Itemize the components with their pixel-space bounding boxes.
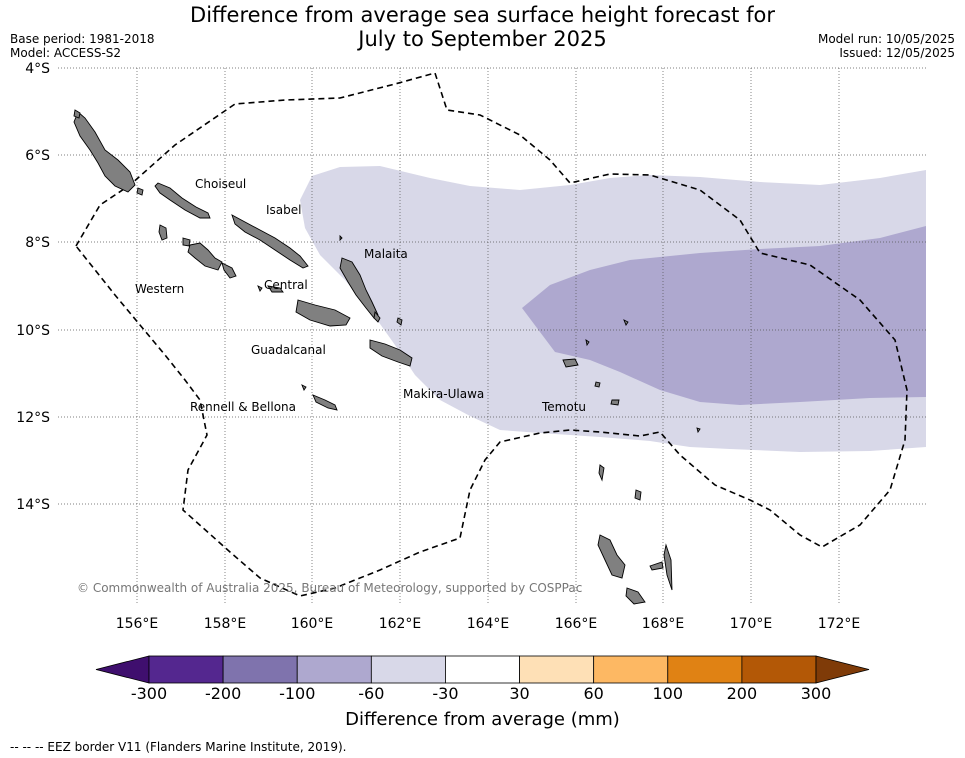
small-malaita-island: [373, 310, 381, 323]
ndende-island: [562, 358, 579, 368]
reef-islands: [585, 339, 590, 347]
colorbar-tick-label: 300: [801, 684, 832, 703]
nggela-island: [267, 285, 284, 293]
colorbar-segment: [519, 655, 595, 684]
utupua-island: [594, 381, 601, 388]
lon-label: 160°E: [291, 616, 334, 632]
colorbar-tick-label: 60: [583, 684, 603, 703]
colorbar: [95, 655, 870, 684]
colorbar-segment: [222, 655, 298, 684]
lat-label: 12°S: [16, 410, 50, 426]
label-temotu: Temotu: [541, 400, 586, 414]
espiritu-santo-island: [597, 534, 626, 579]
rendova-island: [221, 262, 237, 279]
buka-island: [73, 109, 81, 119]
colorbar-tick-label: 100: [653, 684, 684, 703]
map-title: Difference from average sea surface heig…: [0, 3, 965, 51]
label-isabel: Isabel: [266, 203, 301, 217]
model-run: Model run: 10/05/2025: [817, 32, 955, 46]
maewo-island: [663, 543, 673, 591]
choiseul-island: [154, 182, 211, 219]
colorbar-tick-label: -30: [432, 684, 458, 703]
rennell-island: [312, 394, 338, 411]
label-choiseul: Choiseul: [195, 177, 246, 191]
guadalcanal-island: [295, 299, 351, 327]
colorbar-title: Difference from average (mm): [345, 709, 620, 730]
label-makira-ulawa: Makira-Ulawa: [403, 387, 484, 401]
ulawa-island: [396, 317, 403, 326]
label-malaita: Malaita: [364, 247, 408, 261]
vanikoro-island: [610, 399, 620, 406]
kolombangara-island: [182, 237, 191, 247]
meta-left: Base period: 1981-2018 Model: ACCESS-S2: [10, 32, 155, 60]
lon-label: 172°E: [818, 616, 861, 632]
eez-border: [75, 72, 908, 597]
colorbar-tick-label: -200: [205, 684, 241, 703]
copyright-text: © Commonwealth of Australia 2025, Bureau…: [77, 581, 582, 595]
lon-label: 164°E: [467, 616, 510, 632]
lon-label: 162°E: [379, 616, 422, 632]
colorbar-segment: [370, 655, 446, 684]
new-georgia-island: [187, 242, 223, 271]
lat-label: 8°S: [25, 235, 50, 251]
label-rennell-bellona: Rennell & Bellona: [190, 400, 296, 414]
lat-label: 6°S: [25, 148, 50, 164]
malekula-island: [625, 587, 646, 605]
title-line-1: Difference from average sea surface heig…: [190, 3, 775, 27]
russell-island: [257, 285, 263, 292]
meta-right: Model run: 10/05/2025 Issued: 12/05/2025: [818, 32, 955, 60]
colorbar-segment: [593, 655, 669, 684]
title-line-2: July to September 2025: [358, 27, 607, 51]
lon-label: 170°E: [730, 616, 773, 632]
shortland-island: [136, 187, 144, 196]
torres-islands: [598, 464, 605, 482]
land-masses: [73, 109, 701, 605]
duff-islands: [623, 319, 629, 326]
isabel-island: [231, 214, 309, 269]
label-central: Central: [264, 278, 308, 292]
label-guadalcanal: Guadalcanal: [251, 343, 326, 357]
colorbar-tick-label: -300: [131, 684, 167, 703]
vella-lavella-island: [158, 224, 168, 241]
ambae-island: [649, 561, 664, 571]
colorbar-segment: [741, 655, 817, 684]
issued-date: Issued: 12/05/2025: [839, 46, 955, 60]
colorbar-tick-label: -100: [279, 684, 315, 703]
makira-island: [369, 339, 413, 367]
base-period: Base period: 1981-2018: [10, 32, 155, 46]
footnote: -- -- -- EEZ border V11 (Flanders Marine…: [10, 740, 347, 754]
tikopia-island: [696, 427, 701, 434]
lon-label: 166°E: [555, 616, 598, 632]
label-western: Western: [135, 282, 184, 296]
colorbar-segment: [296, 655, 372, 684]
colorbar-tick-label: 200: [727, 684, 758, 703]
lon-label: 168°E: [642, 616, 685, 632]
anomaly-area-medium: [522, 226, 926, 405]
bellona-island: [301, 384, 307, 391]
ontong-java-atoll: [339, 234, 343, 242]
model-name: Model: ACCESS-S2: [10, 46, 122, 60]
colorbar-extend-low: [95, 655, 150, 684]
colorbar-segment: [148, 655, 224, 684]
colorbar-segment: [445, 655, 520, 684]
colorbar-tick-label: 30: [509, 684, 529, 703]
colorbar-extend-high: [815, 655, 870, 684]
longitude-gridlines: [136, 68, 840, 604]
bougainville-island: [73, 111, 136, 193]
colorbar-tick-label: -60: [358, 684, 384, 703]
lon-label: 156°E: [116, 616, 159, 632]
lat-label: 14°S: [16, 497, 50, 513]
lon-label: 158°E: [204, 616, 247, 632]
lat-label: 4°S: [25, 61, 50, 77]
banks-islands: [634, 489, 642, 501]
colorbar-segment: [667, 655, 743, 684]
lat-label: 10°S: [16, 323, 50, 339]
